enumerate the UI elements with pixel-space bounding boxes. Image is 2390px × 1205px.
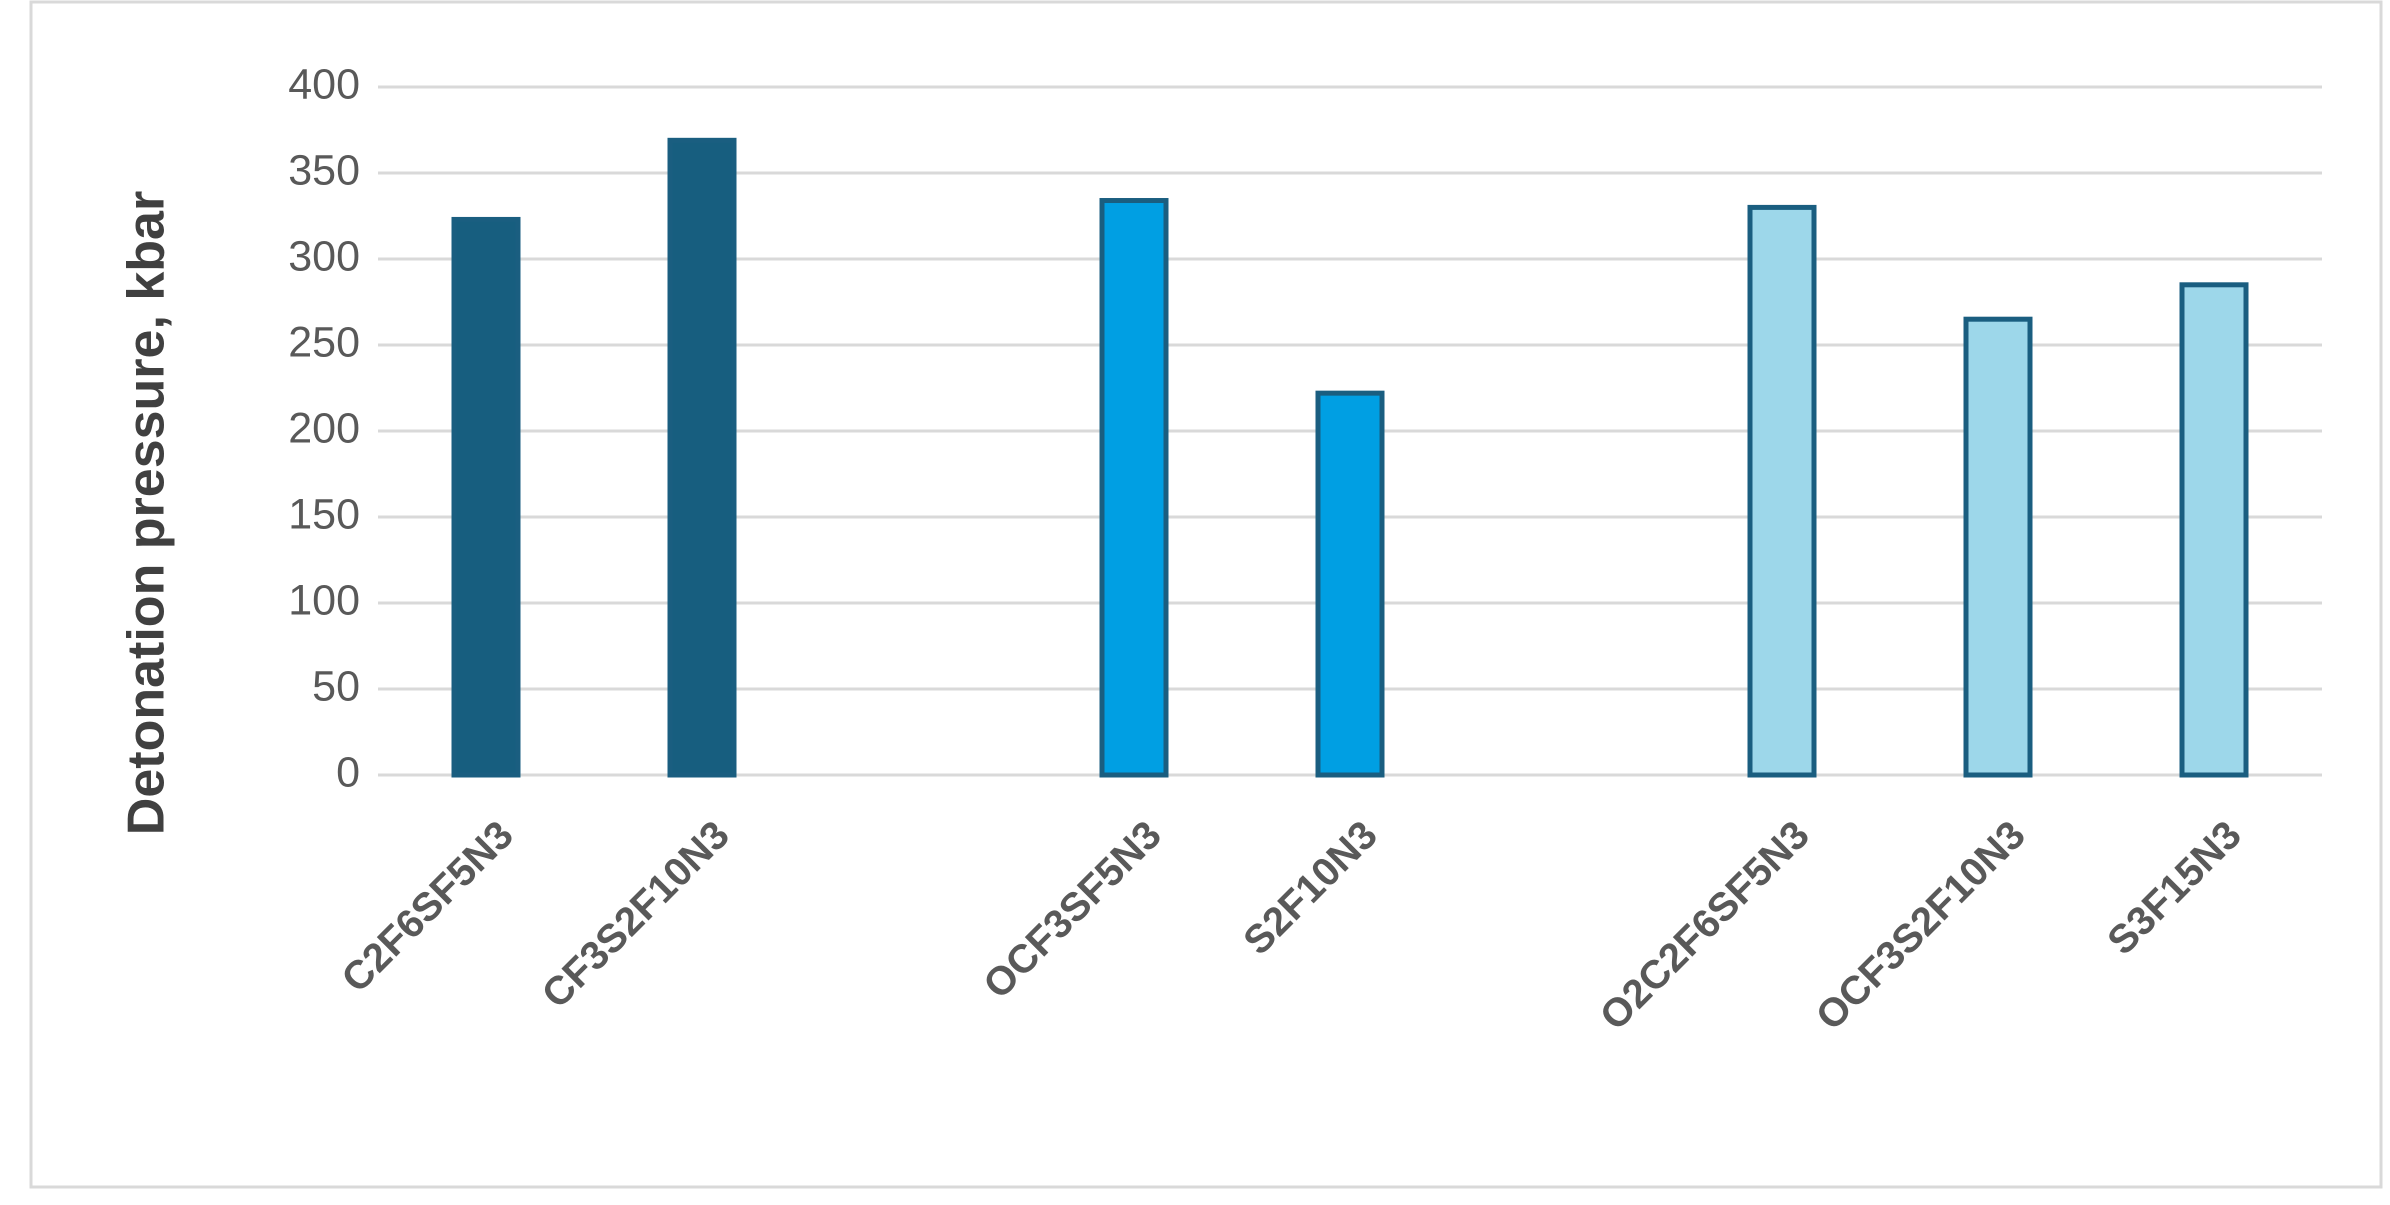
x-tick-label: O2C2F6SF5N3	[1592, 813, 1818, 1039]
y-tick-label: 0	[336, 748, 360, 796]
bar	[1315, 390, 1385, 778]
bar	[667, 137, 737, 778]
x-tick-label: S3F15N3	[2099, 813, 2250, 964]
x-tick-label: OCF3SF5N3	[975, 813, 1170, 1008]
y-tick-label: 50	[312, 662, 360, 710]
y-tick-label: 100	[288, 576, 360, 624]
bar	[1747, 204, 1817, 778]
x-tick-label: C2F6SF5N3	[334, 813, 522, 1001]
x-tick-label: CF3S2F10N3	[534, 813, 738, 1017]
y-tick-label: 300	[288, 232, 360, 280]
bar	[1099, 198, 1169, 778]
chart-frame	[29, 0, 2383, 1189]
y-axis-label: Detonation pressure, kbar	[118, 191, 176, 835]
y-tick-label: 400	[288, 60, 360, 108]
x-tick-label: S2F10N3	[1235, 813, 1386, 964]
y-tick-label: 150	[288, 490, 360, 538]
bar	[1963, 316, 2033, 778]
bar	[451, 216, 521, 778]
x-tick-label: OCF3S2F10N3	[1808, 813, 2034, 1039]
y-tick-label: 350	[288, 146, 360, 194]
y-tick-label: 200	[288, 404, 360, 452]
bar	[2179, 282, 2249, 778]
y-tick-label: 250	[288, 318, 360, 366]
